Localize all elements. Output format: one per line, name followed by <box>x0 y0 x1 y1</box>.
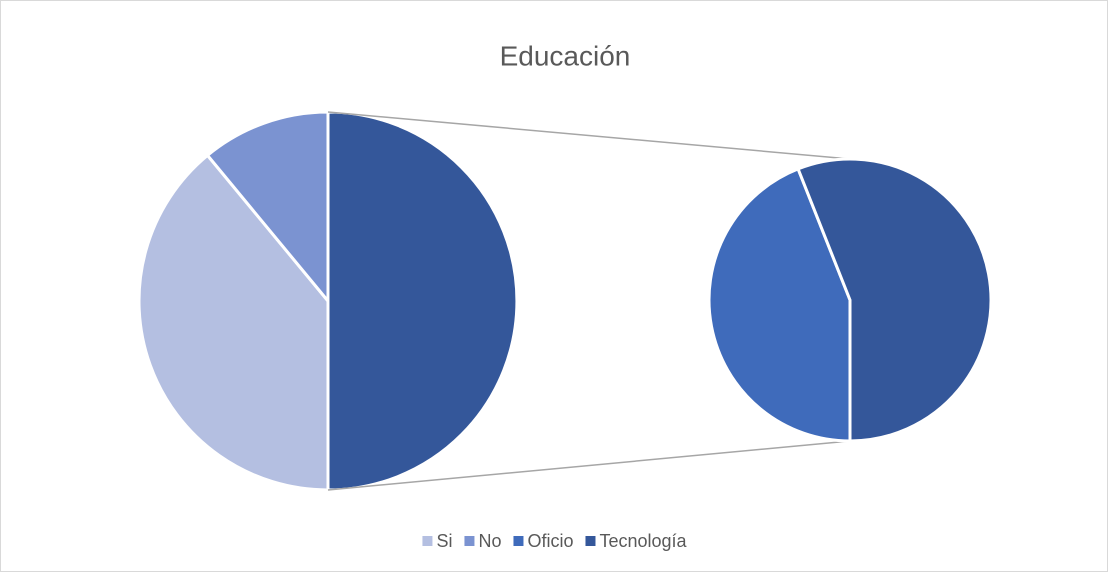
legend-label: Oficio <box>527 531 573 551</box>
secondary-pie-slice <box>707 166 852 443</box>
connector-line <box>327 440 851 491</box>
legend-swatch <box>513 536 524 546</box>
legend-swatch <box>422 536 433 546</box>
legend-label: Tecnología <box>599 531 687 551</box>
legend-swatch <box>585 536 596 546</box>
secondary-pie-slice <box>796 157 993 443</box>
legend-label: No <box>478 531 501 551</box>
pie-slice-other <box>326 110 519 492</box>
pie-slice <box>137 153 330 492</box>
legend: Si No Oficio Tecnología <box>422 531 688 551</box>
pie-slice <box>205 110 330 306</box>
connector-line <box>327 111 851 160</box>
legend-swatch <box>464 536 475 546</box>
chart-title: Educación <box>500 40 631 71</box>
legend-label: Si <box>436 531 452 551</box>
